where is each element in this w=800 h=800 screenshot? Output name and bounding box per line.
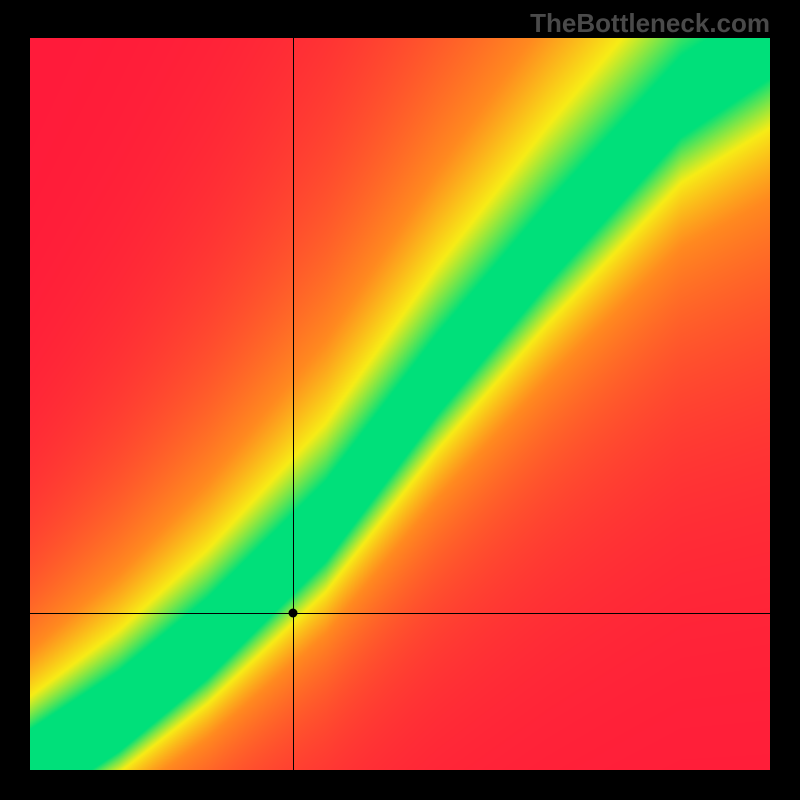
crosshair-marker-dot (288, 608, 297, 617)
crosshair-horizontal-line (30, 613, 770, 614)
heatmap-canvas (30, 38, 770, 770)
crosshair-vertical-line (293, 38, 294, 770)
watermark-text: TheBottleneck.com (530, 8, 770, 39)
heatmap-plot (30, 38, 770, 770)
